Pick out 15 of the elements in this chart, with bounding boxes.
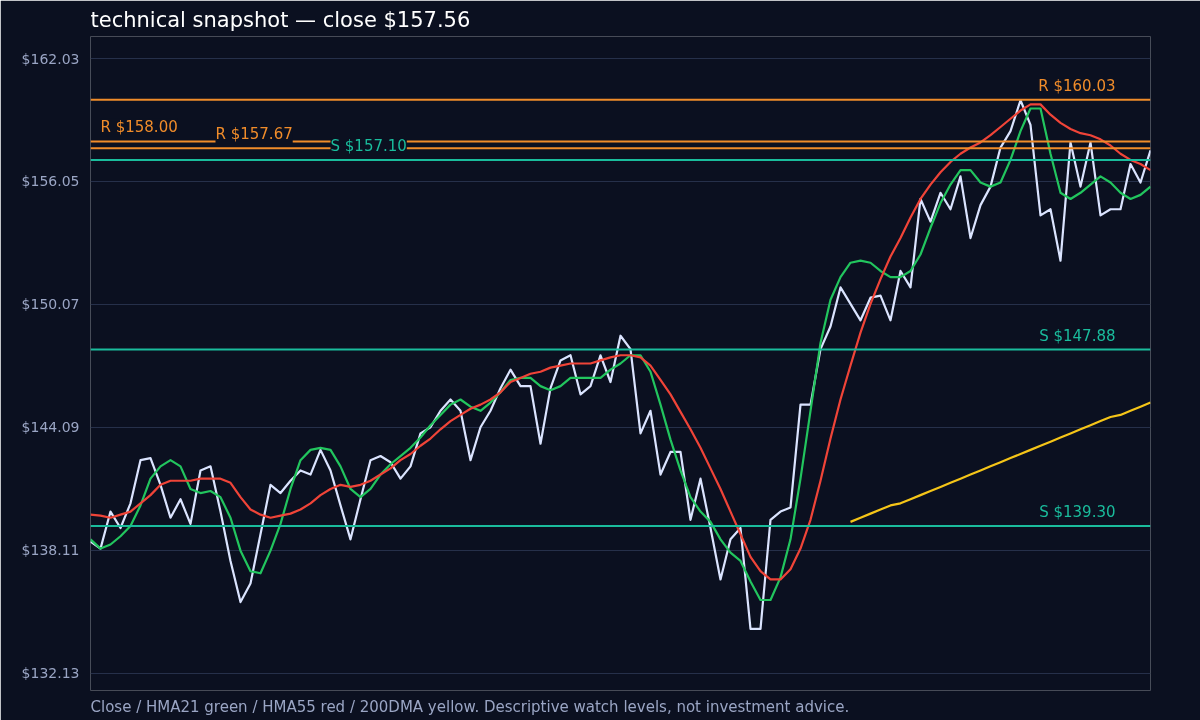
ref-line-label: S $147.88 — [1039, 326, 1116, 345]
y-tick-label: $144.09 — [21, 419, 80, 436]
ref-line-label: R $157.67 — [215, 125, 293, 144]
chart-title: technical snapshot — close $157.56 — [90, 7, 471, 32]
y-tick-label: $138.11 — [21, 542, 80, 559]
y-tick-label: $156.05 — [21, 173, 80, 190]
y-tick-label: $132.13 — [21, 665, 80, 682]
ref-line-label: R $158.00 — [100, 118, 178, 137]
ref-line-label: R $160.03 — [1038, 76, 1116, 95]
y-tick-label: $162.03 — [21, 50, 80, 67]
y-tick-label: $150.07 — [21, 296, 80, 313]
text: Close / HMA21 green / HMA55 red / 200DMA yellow. Descriptive watch levels, not investment advice. — [90, 697, 850, 716]
ref-line-label: S $139.30 — [1039, 502, 1116, 521]
line-series — [849, 401, 1151, 523]
ref-line-label: S $157.10 — [330, 136, 407, 155]
